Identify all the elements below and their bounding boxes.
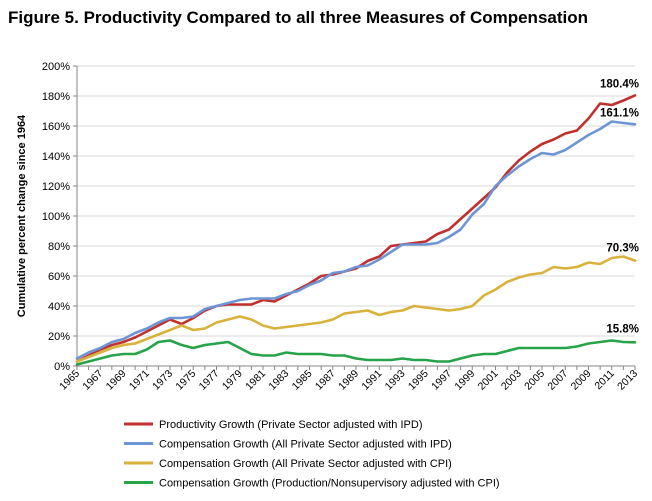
- y-tick-label: 200%: [42, 61, 70, 73]
- x-tick-label: 2005: [522, 368, 547, 393]
- x-tick-label: 1977: [197, 368, 222, 393]
- series-lines: [75, 94, 637, 366]
- y-tick-label: 60%: [48, 271, 70, 283]
- x-tick-label: 1979: [220, 368, 245, 393]
- series-line: [75, 94, 637, 363]
- x-tick-label: 1969: [104, 368, 129, 393]
- y-tick-label: 100%: [42, 211, 70, 223]
- x-tick-label: 1999: [452, 368, 477, 393]
- x-tick-label: 1993: [383, 368, 408, 393]
- x-tick-label: 1991: [359, 368, 384, 393]
- x-tick-label: 1997: [429, 368, 454, 393]
- legend-entry: Compensation Growth (Production/Nonsuper…: [159, 478, 500, 490]
- x-tick-label: 1975: [173, 368, 198, 393]
- gridlines: [77, 65, 635, 337]
- series-end-labels: 180.4% 161.1% 70.3% 15.8%: [600, 78, 639, 335]
- series-end-label: 161.1%: [600, 107, 639, 119]
- x-tick-label: 1987: [313, 368, 338, 393]
- x-tick-label: 2011: [592, 368, 617, 393]
- axes: [73, 65, 636, 370]
- x-tick-label: 1971: [127, 368, 152, 393]
- series-line: [75, 339, 637, 366]
- legend-entry: Productivity Growth (Private Sector adju…: [159, 419, 422, 431]
- x-tick-label: 2013: [615, 368, 640, 393]
- x-tick-label: 1995: [406, 368, 431, 393]
- series-end-label: 70.3%: [606, 243, 639, 255]
- y-tick-label: 140%: [42, 151, 70, 163]
- series-line: [75, 120, 637, 360]
- series-end-label: 180.4%: [600, 78, 639, 90]
- x-tick-labels: 1965196719691971197319751977197919811983…: [57, 368, 640, 393]
- series-line: [75, 255, 637, 363]
- series-end-label: 15.8%: [606, 323, 639, 335]
- chart-title: Figure 5. Productivity Compared to all t…: [8, 8, 589, 27]
- x-tick-label: 2001: [476, 368, 501, 393]
- y-tick-label: 40%: [48, 301, 70, 313]
- y-tick-label: 0%: [54, 361, 70, 373]
- y-tick-label: 80%: [48, 241, 70, 253]
- y-tick-label: 20%: [48, 331, 70, 343]
- y-tick-labels: 0% 20% 40% 60% 80% 100% 120% 140% 160% 180% 200%: [42, 61, 70, 373]
- legend-entry: Compensation Growth (All Private Sector …: [159, 458, 452, 470]
- x-tick-label: 1985: [290, 368, 315, 393]
- x-tick-label: 2009: [569, 368, 594, 393]
- x-tick-label: 1981: [243, 368, 268, 393]
- legend-entry: Compensation Growth (All Private Sector …: [159, 439, 452, 451]
- x-tick-label: 1967: [80, 368, 105, 393]
- x-tick-label: 1983: [266, 368, 291, 393]
- x-tick-label: 1973: [150, 368, 175, 393]
- y-tick-label: 160%: [42, 121, 70, 133]
- legend: Productivity Growth (Private Sector adju…: [124, 419, 500, 490]
- y-tick-label: 120%: [42, 181, 70, 193]
- y-tick-label: 180%: [42, 91, 70, 103]
- x-tick-label: 1989: [336, 368, 361, 393]
- x-tick-label: 2007: [545, 368, 570, 393]
- y-axis-label: Cumulative percent change since 1964: [16, 114, 28, 317]
- x-tick-label: 2003: [499, 368, 524, 393]
